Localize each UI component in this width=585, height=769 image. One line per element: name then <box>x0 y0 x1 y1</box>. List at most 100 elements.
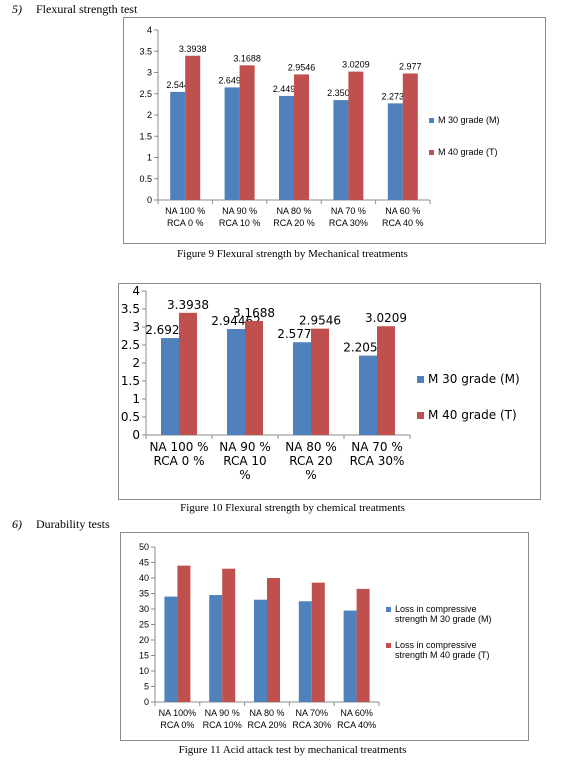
y-tick-label: 3 <box>147 68 152 78</box>
legend-swatch <box>386 643 391 649</box>
legend-swatch <box>429 118 434 124</box>
x-tick-label: NA 100% <box>159 708 197 718</box>
data-label: 2.6496 <box>218 75 246 85</box>
y-tick-label: 35 <box>139 589 149 599</box>
y-tick-label: 10 <box>139 666 149 676</box>
x-tick-label: NA 80 % <box>249 708 284 718</box>
bar-m40 <box>311 582 325 702</box>
legend-entry: Loss in compressive strength M 40 grade (… <box>386 640 492 660</box>
legend-label-line: Loss in compressive <box>395 604 477 614</box>
legend-swatch <box>417 412 424 420</box>
section-number: 5) <box>12 2 22 16</box>
data-label: 2.4492 <box>273 84 301 94</box>
section-heading-flexural: 5) Flexural strength test <box>12 2 137 17</box>
y-tick-label: 0.5 <box>121 410 140 424</box>
data-label: 2.3504 <box>327 88 355 98</box>
legend-entry: M 40 grade (T) <box>417 408 520 422</box>
bar-m30 <box>298 601 312 702</box>
x-tick-label: RCA 0% <box>160 720 194 730</box>
x-tick-label: RCA 40 % <box>382 218 424 228</box>
x-tick-label: RCA 10 <box>223 454 266 468</box>
legend-entry: M 30 grade (M) <box>429 115 500 125</box>
x-tick-label: RCA 0 % <box>167 218 204 228</box>
bar-m40 <box>294 74 309 200</box>
legend-label: Loss in compressive strength M 40 grade (… <box>395 640 490 660</box>
legend-label: M 40 grade (T) <box>428 408 517 422</box>
x-tick-label: RCA 20 % <box>273 218 315 228</box>
bar-m30 <box>161 338 179 435</box>
x-tick-label: RCA 0 % <box>154 454 205 468</box>
y-tick-label: 50 <box>139 542 149 552</box>
bar-m40 <box>245 320 263 435</box>
section-heading-durability: 6) Durability tests <box>12 517 110 532</box>
bar-m30 <box>333 100 349 200</box>
bar-m40 <box>185 55 201 200</box>
bar-m30 <box>279 95 294 200</box>
bar-m40 <box>311 328 329 435</box>
bar-m30 <box>164 596 178 702</box>
y-tick-label: 2.5 <box>139 89 152 99</box>
bar-m30 <box>387 103 403 200</box>
legend-label: Loss in compressive strength M 30 grade (… <box>395 604 492 624</box>
figure-11-legend: Loss in compressive strength M 30 grade (… <box>386 604 492 660</box>
y-tick-label: 1.5 <box>121 374 140 388</box>
bar-m30 <box>343 610 357 702</box>
x-tick-label: NA 80 % <box>285 440 337 454</box>
x-tick-label: NA 90 % <box>219 440 271 454</box>
y-tick-label: 2.5 <box>121 338 140 352</box>
data-label: 3.3938 <box>167 298 209 312</box>
figure-11-chart: 0 5 10 15 20 25 30 35 40 45 50 NA 100% RCA 0% NA 90 %… <box>120 532 529 741</box>
legend-entry: M 30 grade (M) <box>417 372 520 386</box>
y-tick-label: 4 <box>132 284 140 298</box>
section-number: 6) <box>12 517 22 531</box>
bar-m40 <box>356 588 370 702</box>
y-tick-label: 3.5 <box>139 46 152 56</box>
data-label: 2.2739 <box>382 91 410 101</box>
bar-m30 <box>254 599 267 702</box>
figure-11-caption: Figure 11 Acid attack test by mechanical… <box>178 744 407 756</box>
y-tick-label: 0 <box>144 697 149 707</box>
data-label: 2.544 <box>166 80 189 90</box>
data-label: 2.9546 <box>299 314 341 328</box>
x-tick-label: RCA 20 <box>289 454 332 468</box>
bar-m40 <box>267 578 280 702</box>
section-title: Durability tests <box>36 517 110 531</box>
figure-11-bar-chart-svg: 0 5 10 15 20 25 30 35 40 45 50 NA 100% RCA 0% NA 90 %… <box>139 542 380 730</box>
bar-m30 <box>224 87 240 200</box>
bar-m30 <box>170 91 186 200</box>
x-tick-label: NA 70% <box>296 708 329 718</box>
bar-m40 <box>377 326 395 435</box>
x-tick-label: NA 100 % <box>165 206 205 216</box>
y-tick-label: 1 <box>132 392 140 406</box>
bar-m30 <box>359 355 377 435</box>
figure-10-legend: M 30 grade (M) M 40 grade (T) <box>417 372 520 422</box>
bar-m40 <box>402 73 418 200</box>
x-tick-label: % <box>239 468 250 482</box>
x-tick-label: NA 90 % <box>205 708 240 718</box>
legend-label: M 40 grade (T) <box>438 147 498 157</box>
bar-m30 <box>227 328 245 435</box>
legend-label-line: strength M 40 grade (T) <box>395 650 490 660</box>
y-tick-label: 25 <box>139 620 149 630</box>
bar-m40 <box>177 565 191 702</box>
x-tick-label: RCA 10 % <box>219 218 261 228</box>
y-tick-label: 1 <box>147 153 152 163</box>
data-label: 3.0209 <box>365 311 407 325</box>
y-tick-label: 3 <box>132 320 140 334</box>
bar-m40 <box>239 65 255 200</box>
figure-9-legend: M 30 grade (M) M 40 grade (T) <box>429 115 500 157</box>
x-tick-label: NA 80 % <box>276 206 311 216</box>
bar-m40 <box>348 71 364 200</box>
legend-swatch <box>386 607 391 613</box>
x-tick-label: RCA 30% <box>350 454 405 468</box>
figure-9-bar-chart-svg: 0 0.5 1 1.5 2 2.5 3 3.5 4 2.544 3.3938 NA 100 % RCA … <box>139 25 431 228</box>
x-tick-label: RCA 30% <box>292 720 331 730</box>
legend-swatch <box>417 376 424 384</box>
x-tick-label: RCA 40% <box>337 720 376 730</box>
y-tick-label: 4 <box>147 25 152 35</box>
legend-label: M 30 grade (M) <box>428 372 520 386</box>
y-tick-label: 0.5 <box>139 174 152 184</box>
y-tick-label: 0 <box>132 428 140 442</box>
figure-9-caption: Figure 9 Flexural strength by Mechanical… <box>177 248 408 260</box>
